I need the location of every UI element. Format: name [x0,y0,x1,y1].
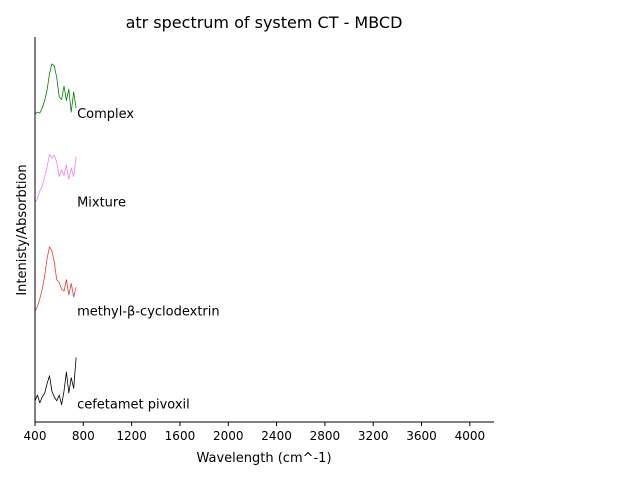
trace-labels: Complex Mixture methyl-β-cyclodextrin cefet… [77,107,220,413]
series-label: Mixture [77,196,126,211]
x-tick-label: 4000 [455,429,486,443]
x-tick-label: 400 [24,429,47,443]
x-tick-label: 1600 [165,429,196,443]
series-line [34,153,77,203]
x-tick-label: 800 [72,429,95,443]
series-line [34,357,77,406]
x-tick-label: 1200 [116,429,147,443]
series-label: cefetamet pivoxil [77,398,190,413]
x-tick-label: 2400 [261,429,292,443]
y-axis-label: Intenisty/Absorbtion [15,164,30,295]
series-label: Complex [77,107,134,122]
chart-title: atr spectrum of system CT - MBCD [126,13,403,32]
x-ticks: 400 800 1200 1600 2000 2400 2800 3200 3600 4000 [24,422,486,443]
x-tick-label: 3200 [358,429,389,443]
series-line [34,246,77,312]
x-axis-label: Wavelength (cm^-1) [196,451,331,466]
x-tick-label: 2000 [213,429,244,443]
x-tick-label: 3600 [406,429,437,443]
series-label: methyl-β-cyclodextrin [77,304,220,319]
x-tick-label: 2800 [310,429,341,443]
plot-traces [34,63,77,406]
series-line [34,63,77,115]
